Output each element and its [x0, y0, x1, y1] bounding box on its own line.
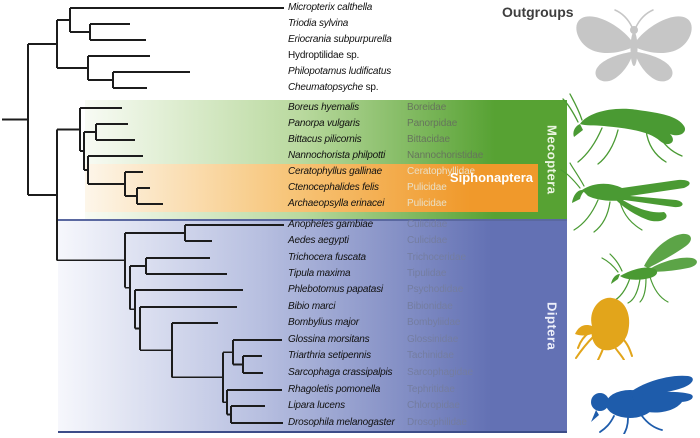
family-label: Culicidae	[407, 235, 448, 246]
family-label: Boreidae	[407, 102, 447, 113]
hangingfly-silhouette	[601, 233, 697, 304]
family-label: Bombyliidae	[407, 317, 461, 328]
species-label: Philopotamus ludificatus	[288, 66, 392, 77]
family-label: Tipulidae	[407, 268, 447, 279]
family-label: Trichoceridae	[407, 252, 466, 263]
family-label: Culicidae	[407, 219, 448, 230]
outgroups-label: Outgroups	[502, 4, 574, 20]
species-label: Triarthria setipennis	[288, 350, 371, 361]
butterfly-silhouette	[576, 9, 692, 82]
species-label: Ctenocephalides felis	[288, 182, 379, 193]
family-label: Psychodidae	[407, 284, 464, 295]
species-label: Boreus hyemalis	[288, 102, 359, 113]
species-label: Bombylius major	[288, 317, 359, 328]
family-label: Drosophilidae	[407, 417, 467, 428]
species-label: Aedes aegypti	[288, 235, 349, 246]
flea-silhouette	[575, 297, 633, 360]
family-label: Sarcophagidae	[407, 367, 473, 378]
species-label: Anopheles gambiae	[288, 219, 373, 230]
siphonaptera-label: Siphonaptera	[449, 170, 533, 185]
family-label: Ceratophyllidae	[407, 166, 475, 177]
family-label: Pulicidae	[407, 198, 447, 209]
species-label: Nannochorista philpotti	[288, 150, 386, 161]
species-label: Micropterix calthella	[288, 2, 373, 13]
diptera-band	[58, 219, 567, 433]
species-label: Rhagoletis pomonella	[288, 384, 381, 395]
scorpionfly-silhouette	[560, 162, 690, 233]
species-label: Phlebotomus papatasi	[288, 284, 383, 295]
family-label: Tephritidae	[407, 384, 455, 395]
family-label: Chloropidae	[407, 400, 460, 411]
species-label: Triodia sylvina	[288, 18, 349, 29]
fly-silhouette	[591, 375, 693, 434]
species-label: Bittacus pilicornis	[288, 134, 362, 145]
species-label: Hydroptilidae sp.	[288, 50, 360, 61]
species-label: Ceratophyllus gallinae	[288, 166, 382, 177]
family-label: Bittacidae	[407, 134, 450, 145]
species-label: Drosophila melanogaster	[288, 417, 395, 428]
species-label: Cheumatopsyche sp.	[288, 82, 379, 93]
family-label: Tachinidae	[407, 350, 454, 361]
species-label: Sarcophaga crassipalpis	[288, 367, 393, 378]
species-label: Lipara lucens	[288, 400, 345, 411]
species-label: Bibio marci	[288, 301, 336, 312]
species-label: Tipula maxima	[288, 268, 351, 279]
family-label: Glossinidae	[407, 334, 459, 345]
diptera-label: Diptera	[544, 301, 560, 351]
species-label: Archaeopsylla erinacei	[288, 198, 385, 209]
mecoptera-label: Mecoptera	[544, 124, 560, 195]
boreid-silhouette	[562, 93, 686, 165]
family-label: Panorpidae	[407, 118, 458, 129]
species-label: Glossina morsitans	[288, 334, 370, 345]
family-label: Nannochoristidae	[407, 150, 484, 161]
species-label: Eriocrania subpurpurella	[288, 34, 392, 45]
family-label: Pulicidae	[407, 182, 447, 193]
species-label: Panorpa vulgaris	[288, 118, 360, 129]
family-label: Bibionidae	[407, 301, 453, 312]
species-label: Trichocera fuscata	[288, 252, 366, 263]
